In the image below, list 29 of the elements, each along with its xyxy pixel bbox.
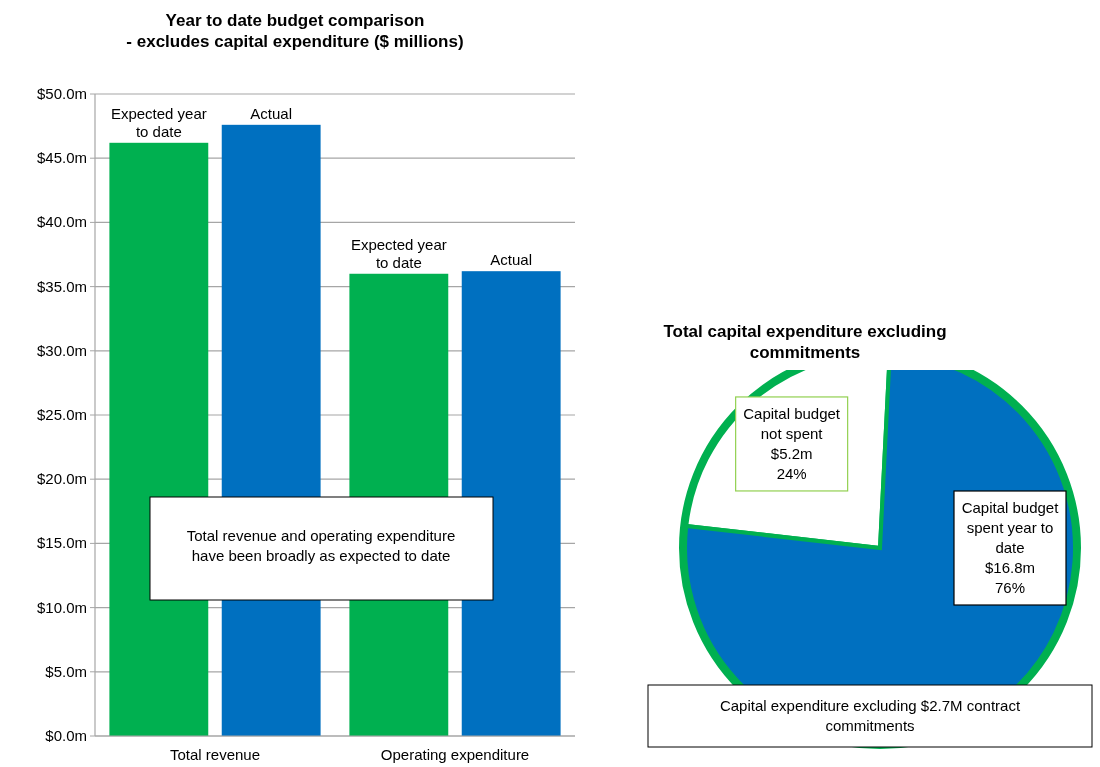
y-tick-label: $10.0m xyxy=(36,598,87,616)
label-box: Capital budget spent year to date $16.8m 76% xyxy=(953,490,1067,606)
y-tick-label: $20.0m xyxy=(36,470,87,488)
text-box: Total revenue and operating expenditure have been broadly as expected to date xyxy=(149,496,494,601)
chart-title: Total capital expenditure excluding commitments xyxy=(663,322,947,362)
data-label: 24% xyxy=(776,464,807,482)
bar xyxy=(461,271,561,736)
slice-label: Capital budget spent year to date $16.8m xyxy=(961,499,1060,576)
annotation: Total revenue and operating expenditure have been broadly as expected to date xyxy=(186,527,456,564)
series-label: Expected year to date xyxy=(110,104,207,140)
label-box: Capital budget not spent $5.2m 24% xyxy=(735,396,849,492)
x-tick-label: Total revenue xyxy=(169,746,261,763)
y-tick-label: $5.0m xyxy=(45,662,87,680)
text: Expected year to date xyxy=(350,235,447,271)
series-label: Actual xyxy=(250,104,293,122)
slice-label: Capital budget not spent $5.2m xyxy=(743,404,841,462)
text-box: Capital expenditure excluding $2.7M contract commitments xyxy=(647,684,1093,748)
y-tick-label: $45.0m xyxy=(36,149,87,167)
y-tick-label: $15.0m xyxy=(36,534,87,552)
data-label: 76% xyxy=(994,579,1026,596)
y-tick-label: $40.0m xyxy=(36,213,87,231)
x-tick-label: Operating expenditure xyxy=(380,746,530,763)
y-tick-label: $25.0m xyxy=(36,406,87,423)
y-tick-label: $30.0m xyxy=(36,341,87,359)
y-tick-label: $35.0m xyxy=(36,277,87,295)
y-tick-label: $50.0m xyxy=(36,85,87,102)
chart-title: Year to date budget comparison - excludes capital expenditure ($ millions) xyxy=(126,11,464,51)
text: Actual xyxy=(490,251,533,269)
y-tick-label: $0.0m xyxy=(45,727,87,744)
